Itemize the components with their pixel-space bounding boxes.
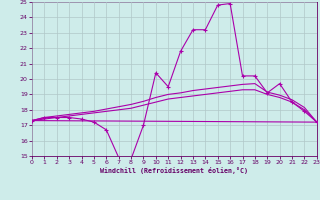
X-axis label: Windchill (Refroidissement éolien,°C): Windchill (Refroidissement éolien,°C) bbox=[100, 167, 248, 174]
